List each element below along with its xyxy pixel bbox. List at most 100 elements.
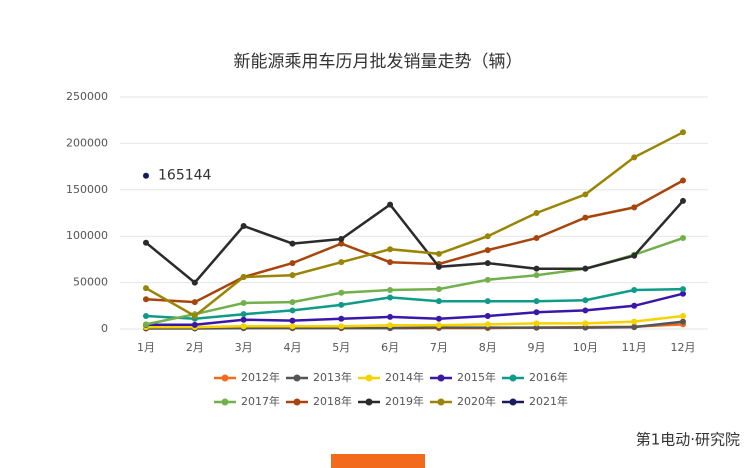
legend-dot (293, 374, 301, 382)
x-tick-label: 5月 (332, 341, 350, 354)
data-point (289, 299, 296, 306)
legend-label: 2015年 (457, 370, 496, 384)
data-point (484, 321, 491, 328)
data-point (582, 297, 589, 304)
data-point (582, 320, 589, 327)
data-point (338, 323, 345, 330)
x-tick-label: 11月 (622, 341, 647, 354)
data-point (533, 265, 540, 272)
series-line (145, 179, 684, 304)
data-point (484, 298, 491, 305)
data-point (533, 309, 540, 316)
data-point (533, 320, 540, 327)
data-point (240, 300, 247, 307)
y-tick-label: 150000 (66, 183, 108, 196)
data-point (484, 260, 491, 267)
y-tick-label: 50000 (73, 276, 108, 289)
data-point (338, 289, 345, 296)
legend-label: 2017年 (241, 394, 280, 408)
data-point (387, 287, 394, 294)
x-tick-label: 12月 (671, 341, 696, 354)
data-point (143, 296, 149, 303)
data-point (191, 299, 198, 306)
data-point (435, 286, 442, 293)
chart-title: 新能源乘用车历月批发销量走势（辆） (234, 52, 523, 72)
data-point (387, 322, 394, 329)
data-point (289, 260, 296, 267)
series-line (145, 200, 684, 285)
data-point (338, 315, 345, 322)
data-point (143, 313, 149, 320)
data-point (680, 235, 686, 242)
data-point (631, 318, 638, 325)
data-point (631, 324, 638, 331)
y-tick-label: 0 (101, 322, 108, 335)
data-point (338, 240, 345, 247)
legend-label: 2013年 (313, 370, 352, 384)
data-point (680, 197, 686, 204)
legend-label: 2016年 (529, 370, 568, 384)
data-point (631, 302, 638, 309)
data-point (191, 313, 198, 320)
x-tick-label: 2月 (186, 341, 204, 354)
data-point (240, 323, 247, 330)
data-point (143, 239, 149, 246)
data-label: 165144 (158, 168, 212, 184)
x-tick-label: 6月 (381, 341, 399, 354)
x-tick-label: 10月 (573, 341, 598, 354)
data-point (338, 235, 345, 242)
legend-dot (293, 398, 301, 406)
data-point (191, 321, 198, 328)
data-point (240, 316, 247, 323)
data-point (680, 290, 686, 297)
data-point (680, 286, 686, 293)
data-point (240, 222, 247, 229)
series-line (146, 314, 684, 329)
data-point (338, 301, 345, 308)
data-point (191, 279, 198, 286)
legend-dot (221, 374, 229, 382)
data-point (631, 154, 638, 161)
decor-bar (331, 454, 425, 468)
legend-label: 2020年 (457, 394, 496, 408)
x-tick-label: 1月 (137, 341, 155, 354)
series-line (146, 320, 684, 330)
data-point (631, 204, 638, 211)
data-point (680, 313, 686, 320)
legend-dot (509, 374, 517, 382)
data-point (143, 172, 149, 179)
series-line (145, 287, 684, 321)
data-point (289, 240, 296, 247)
data-point (435, 263, 442, 270)
data-point (143, 321, 149, 328)
y-tick-label: 200000 (66, 136, 108, 149)
legend-label: 2012年 (241, 370, 280, 384)
legend-label: 2018年 (313, 394, 352, 408)
data-point (240, 311, 247, 318)
data-point (435, 315, 442, 322)
data-point (387, 294, 394, 301)
data-point (533, 324, 540, 331)
data-point (680, 129, 686, 136)
logo-text: 第1电动·研究院 (636, 431, 740, 449)
data-point (533, 272, 540, 279)
series-line (145, 131, 684, 318)
y-tick-label: 100000 (66, 229, 108, 242)
series-line (146, 292, 684, 327)
data-point (387, 259, 394, 266)
y-tick-label: 250000 (66, 90, 108, 103)
data-point (289, 307, 296, 314)
x-tick-label: 3月 (235, 341, 253, 354)
data-point (631, 252, 638, 259)
data-point (143, 285, 149, 292)
data-point (289, 317, 296, 324)
data-point (435, 298, 442, 305)
x-tick-label: 7月 (430, 341, 448, 354)
x-tick-label: 8月 (479, 341, 497, 354)
legend-dot (221, 398, 229, 406)
legend-dot (365, 374, 373, 382)
data-point (582, 324, 589, 331)
data-point (289, 272, 296, 279)
data-point (631, 287, 638, 294)
